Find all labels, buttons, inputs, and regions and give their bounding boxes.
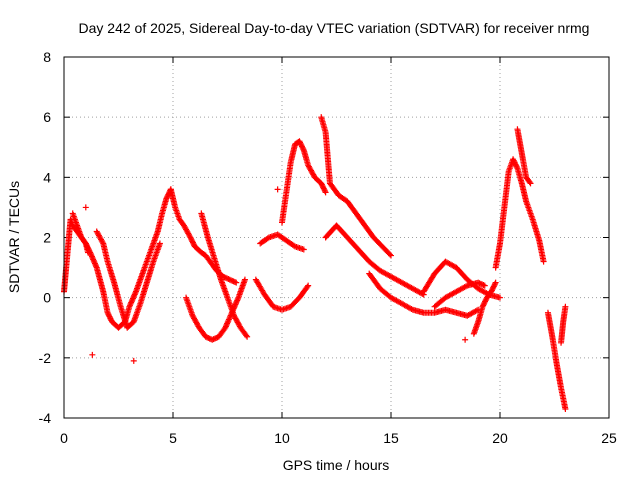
y-tick-label: -4 — [39, 410, 52, 426]
data-point — [244, 333, 251, 340]
data-point — [231, 279, 238, 286]
data-point — [224, 275, 231, 282]
data-point-isolated — [89, 351, 96, 358]
data-points — [61, 114, 569, 412]
data-point — [408, 305, 415, 312]
data-point — [243, 332, 250, 339]
data-point — [99, 239, 106, 246]
data-point-isolated — [462, 336, 469, 343]
data-point — [513, 164, 520, 171]
data-point — [206, 335, 213, 342]
x-axis-label: GPS time / hours — [283, 457, 390, 473]
data-point — [241, 276, 248, 283]
data-point — [205, 334, 212, 341]
data-point — [492, 279, 499, 286]
data-point — [477, 280, 484, 287]
data-point-isolated — [82, 204, 89, 211]
data-point — [300, 145, 307, 152]
axis-ticks: 0 5 10 15 20 25 -4 -2 0 2 4 6 8 — [39, 49, 617, 446]
data-point — [473, 307, 480, 314]
x-tick-label: 0 — [60, 430, 68, 446]
grid-lines — [64, 57, 609, 418]
x-tick-label: 5 — [169, 430, 177, 446]
data-point — [305, 282, 312, 289]
y-axis-label: SDTVAR / TECUs — [6, 181, 22, 293]
data-point — [209, 336, 216, 343]
data-point — [290, 242, 297, 249]
data-point — [480, 282, 487, 289]
data-point — [230, 278, 237, 285]
data-point — [211, 335, 218, 342]
y-tick-label: 8 — [43, 49, 51, 65]
data-point — [462, 283, 469, 290]
data-point — [322, 189, 329, 196]
data-point — [202, 333, 209, 340]
data-point-isolated — [274, 186, 281, 193]
x-tick-label: 20 — [492, 430, 508, 446]
x-tick-label: 25 — [601, 430, 617, 446]
data-point — [225, 276, 232, 283]
data-point — [300, 246, 307, 253]
data-point — [156, 240, 163, 247]
data-point — [527, 180, 534, 187]
plot-frame — [63, 56, 610, 419]
y-tick-label: 0 — [43, 290, 51, 306]
data-point — [204, 334, 211, 341]
data-point — [492, 280, 499, 287]
y-tick-label: -2 — [39, 350, 52, 366]
data-point — [213, 334, 220, 341]
data-point — [479, 281, 486, 288]
data-point — [386, 251, 393, 258]
data-point — [497, 294, 503, 301]
data-point — [475, 279, 482, 286]
data-point — [186, 233, 193, 240]
chart-title: Day 242 of 2025, Sidereal Day-to-day VTE… — [79, 20, 590, 36]
data-point — [264, 235, 271, 242]
data-point — [226, 276, 233, 283]
data-point — [229, 277, 236, 284]
data-point — [562, 303, 569, 310]
data-point — [304, 283, 311, 290]
x-tick-label: 15 — [383, 430, 399, 446]
data-point — [86, 248, 93, 255]
data-point — [562, 405, 569, 412]
data-point — [210, 336, 217, 343]
data-point — [526, 179, 533, 186]
y-tick-label: 4 — [43, 169, 51, 185]
data-point — [227, 277, 234, 284]
data-point — [481, 282, 488, 289]
data-point — [388, 252, 394, 259]
data-point — [221, 274, 228, 281]
data-point — [233, 279, 240, 286]
data-point — [476, 280, 483, 287]
y-tick-label: 6 — [43, 109, 51, 125]
data-point — [540, 258, 547, 265]
x-tick-label: 10 — [274, 430, 290, 446]
data-point — [321, 188, 328, 195]
data-point — [222, 274, 229, 281]
y-tick-label: 2 — [43, 230, 51, 246]
data-point-isolated — [130, 357, 137, 364]
